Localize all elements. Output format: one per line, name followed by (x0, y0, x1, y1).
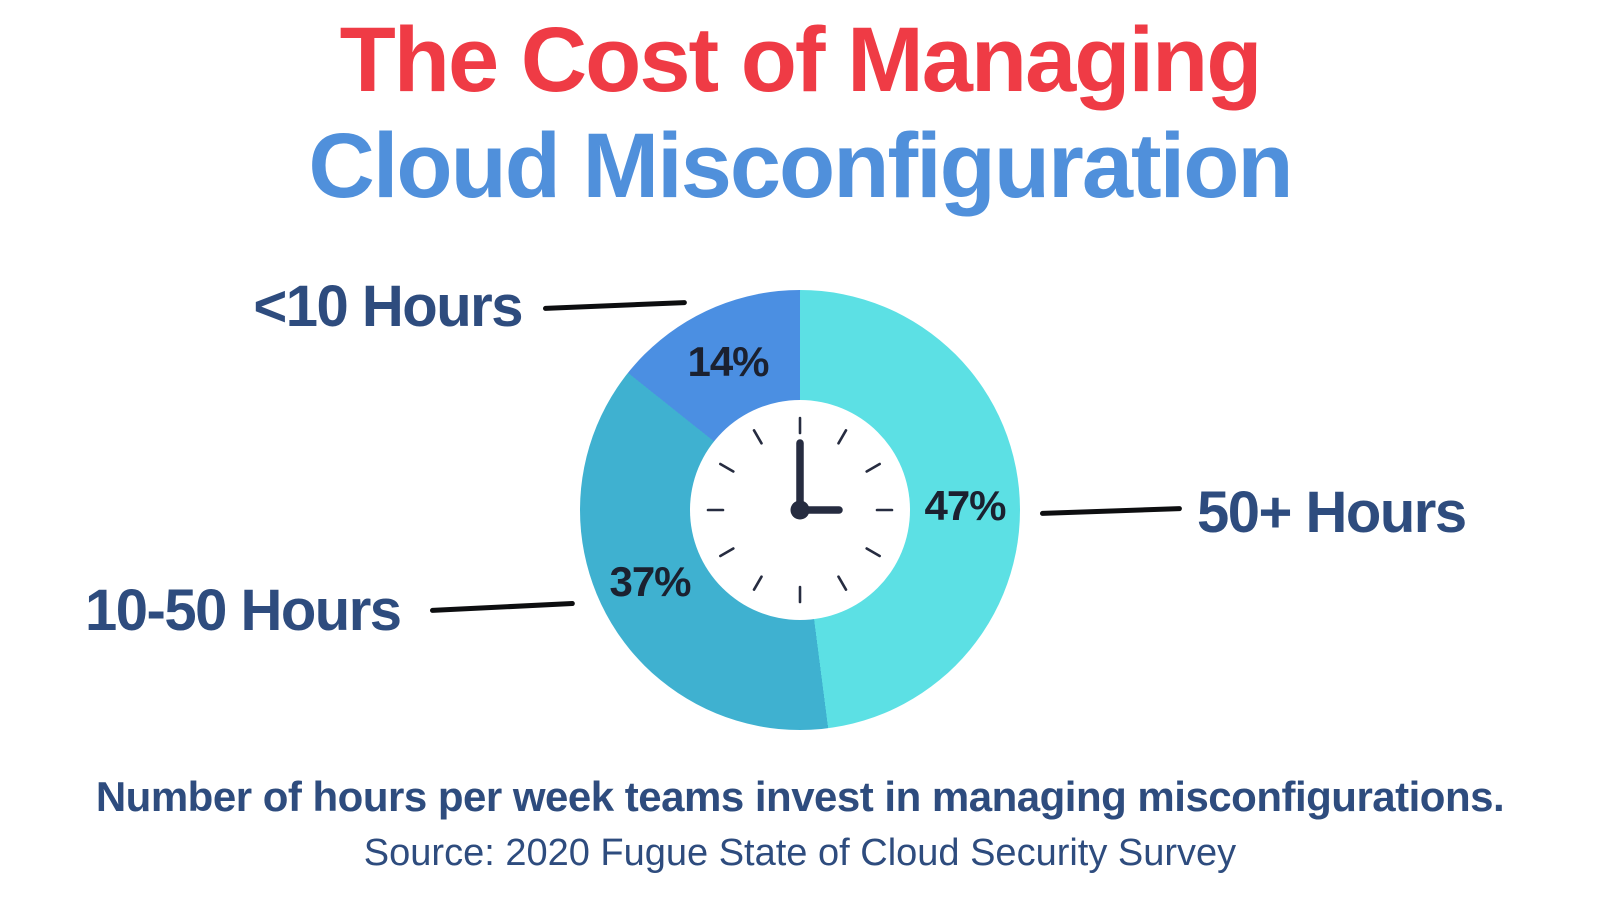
title-block: The Cost of Managing Cloud Misconfigurat… (0, 9, 1600, 217)
slice-pct-under-10-hours: 14% (687, 338, 769, 385)
leader-line-under-10-hours (542, 299, 687, 311)
donut-chart (580, 290, 1020, 730)
clock-icon (706, 416, 894, 604)
clock-center-dot (790, 500, 810, 520)
slice-pct-10-50-hours: 37% (609, 558, 691, 605)
caption-text: Number of hours per week teams invest in… (95, 773, 1505, 820)
title-line-1: The Cost of Managing (339, 9, 1263, 111)
clock-ticks (706, 416, 894, 604)
source-text: Source: 2020 Fugue State of Cloud Securi… (363, 832, 1237, 875)
slice-label-10-50-hours: 10-50 Hours (85, 578, 402, 643)
caption-block: Number of hours per week teams invest in… (0, 772, 1600, 875)
slice-label-under-10-hours: <10 Hours (253, 274, 523, 339)
title-line-2: Cloud Misconfiguration (308, 114, 1293, 217)
slice-pct-50-plus-hours: 47% (924, 482, 1006, 529)
leader-line-10-50-hours (429, 600, 575, 613)
donut-hole (690, 400, 910, 620)
slice-label-50-plus-hours: 50+ Hours (1197, 480, 1467, 545)
leader-line-50-plus-hours (1039, 506, 1183, 516)
